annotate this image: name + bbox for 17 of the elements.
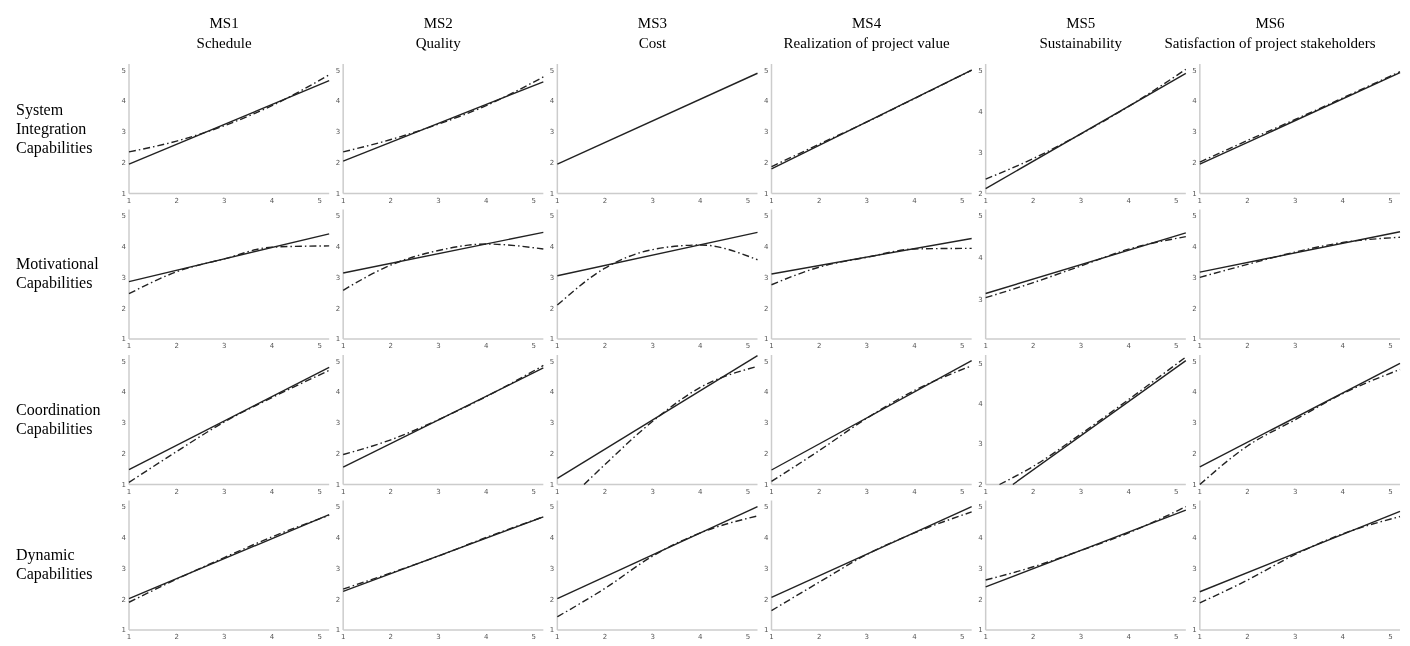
- y-axis-title: Motivational Capabilities: [16, 255, 100, 293]
- chart-subtitle: Schedule: [196, 35, 252, 51]
- chart-subtitle: Satisfaction of project stakeholders: [1164, 35, 1376, 51]
- chart-title: MS2: [423, 15, 453, 31]
- chart-title: MS1: [209, 15, 239, 31]
- chart-subtitle: Realization of project value: [783, 35, 951, 51]
- chart-title: MS4: [851, 15, 882, 31]
- y-axis-title: Dynamic Capabilities: [16, 546, 93, 584]
- chart-subtitle: Cost: [638, 35, 667, 51]
- chart-subtitle: Quality: [415, 35, 462, 51]
- chart-title: MS6: [1255, 15, 1286, 31]
- chart-title: MS3: [637, 15, 668, 31]
- y-axis-title: Coordination Capabilities: [16, 400, 101, 438]
- y-axis-title: System Integration Capabilities: [16, 100, 93, 157]
- line-series: [1199, 515, 1401, 604]
- chart-subtitle: Sustainability: [1039, 35, 1123, 51]
- chart-title: MS5: [1066, 15, 1096, 31]
